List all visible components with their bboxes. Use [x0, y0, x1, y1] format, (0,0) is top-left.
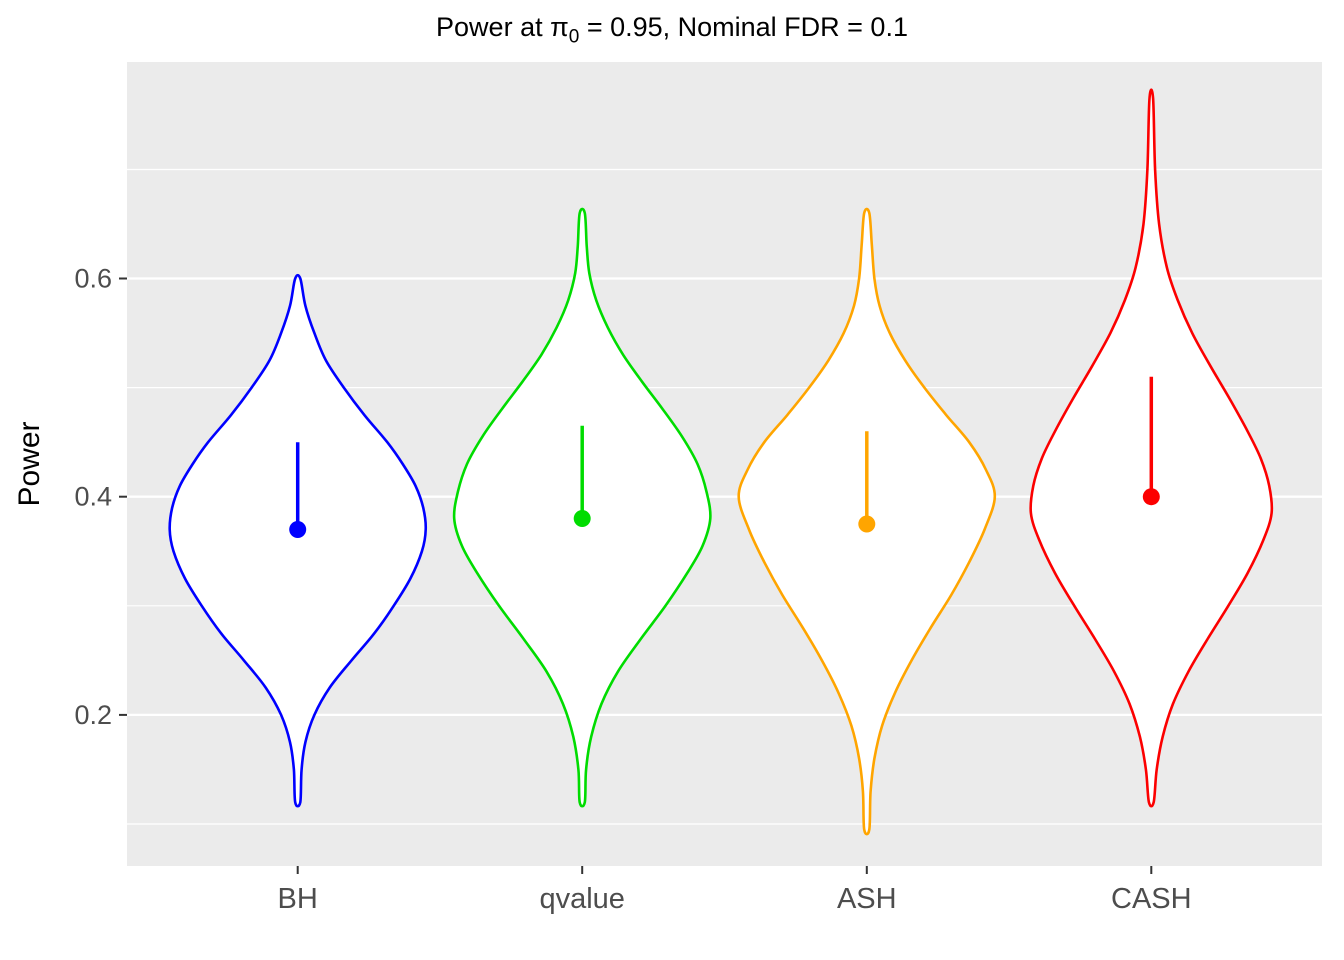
summary-point-cash — [1142, 488, 1160, 506]
x-tick-label-ash: ASH — [837, 883, 897, 915]
x-tick-label-qvalue: qvalue — [539, 883, 624, 915]
plot-title-prefix: Power at — [436, 12, 551, 42]
x-tick-label-bh: BH — [278, 883, 318, 915]
summary-point-ash — [858, 515, 876, 533]
y-tick-label: 0.6 — [74, 264, 112, 294]
plot-title: Power at π0 = 0.95, Nominal FDR = 0.1 — [0, 12, 1344, 48]
y-tick-label: 0.2 — [74, 700, 112, 730]
summary-point-qvalue — [573, 510, 591, 527]
plot-title-suffix: = 0.95, Nominal FDR = 0.1 — [579, 12, 908, 42]
x-tick-label-cash: CASH — [1111, 883, 1192, 915]
pi-symbol: π — [550, 12, 569, 42]
summary-point-bh — [289, 521, 307, 538]
pi-subscript: 0 — [568, 26, 580, 48]
violin-bh — [168, 273, 428, 808]
y-tick-label: 0.4 — [74, 482, 112, 512]
